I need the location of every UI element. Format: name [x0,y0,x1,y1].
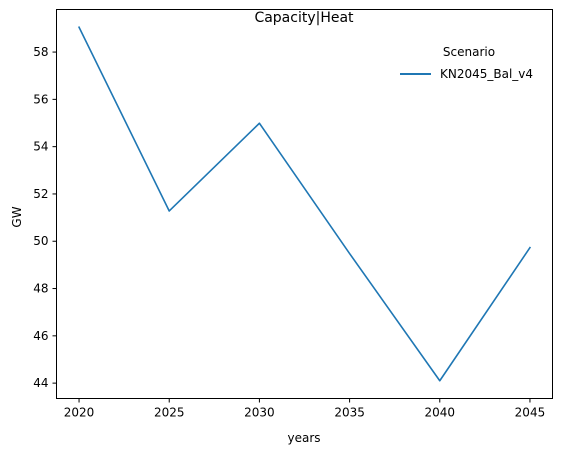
legend-series-label: KN2045_Bal_v4 [440,67,533,81]
x-tick-label: 2035 [334,406,365,420]
y-axis-label: GW [10,206,24,227]
y-tick-label: 58 [33,45,48,59]
y-axis: 44 46 48 50 52 54 56 58 [33,45,57,390]
y-tick-label: 54 [33,140,48,154]
series-line [77,26,532,382]
y-tick-label: 50 [33,234,48,248]
y-tick-label: 56 [33,92,48,106]
chart-title: Capacity|Heat [254,10,354,26]
legend-title: Scenario [443,45,495,59]
x-axis-label: years [287,431,320,445]
y-tick-label: 48 [33,282,48,296]
legend: Scenario KN2045_Bal_v4 [400,45,533,81]
x-tick-label: 2030 [244,406,275,420]
x-tick-label: 2025 [154,406,185,420]
y-tick-label: 46 [33,329,48,343]
y-tick-label: 44 [33,376,48,390]
x-tick-label: 2020 [64,406,95,420]
plot-area [56,9,553,399]
x-tick-label: 2040 [424,406,455,420]
y-tick-label: 52 [33,187,48,201]
x-tick-label: 2045 [515,406,546,420]
x-axis: 2020 2025 2030 2035 2040 2045 [64,398,546,420]
series-layer [77,26,532,382]
plot-frame [56,9,553,399]
